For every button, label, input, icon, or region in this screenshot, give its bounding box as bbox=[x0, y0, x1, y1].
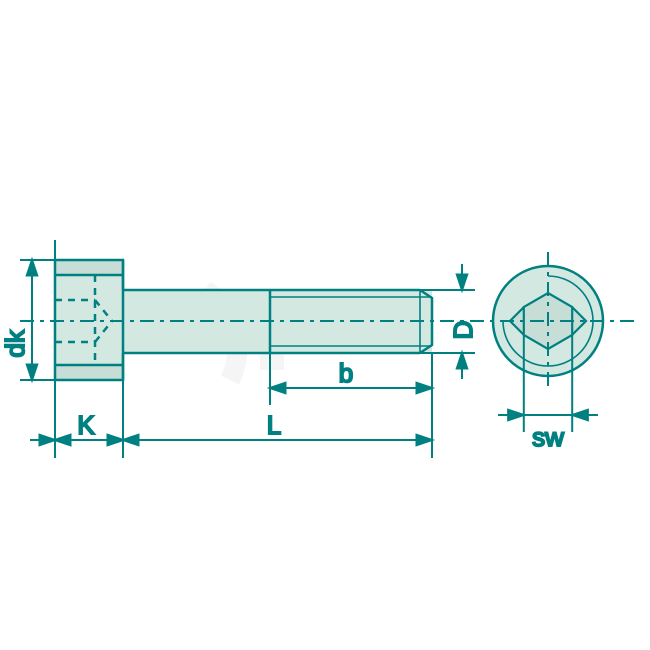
label-D: D bbox=[448, 321, 478, 340]
dim-dk: dk bbox=[0, 240, 55, 380]
label-b: b bbox=[339, 358, 353, 388]
label-sw: sw bbox=[532, 422, 564, 452]
technical-drawing: dk D b K bbox=[0, 0, 650, 650]
label-K: K bbox=[77, 410, 95, 440]
label-L: L bbox=[267, 410, 281, 440]
dim-b: b bbox=[270, 353, 432, 405]
dim-K-L: K L bbox=[30, 380, 432, 458]
label-dk: dk bbox=[0, 329, 30, 357]
